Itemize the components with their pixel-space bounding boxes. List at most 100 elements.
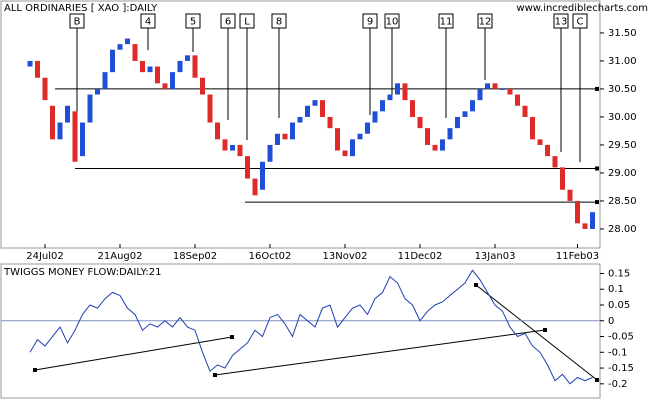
candle xyxy=(147,66,153,73)
candle xyxy=(470,100,475,112)
candle xyxy=(380,100,385,112)
annotation-box xyxy=(140,13,156,29)
candle xyxy=(297,116,303,123)
indicator-title: TWIGGS MONEY FLOW:DAILY:21 xyxy=(3,267,162,278)
annotation-box xyxy=(220,13,236,29)
candle xyxy=(402,83,408,101)
candle xyxy=(357,133,363,140)
candle xyxy=(567,189,573,201)
trend-points xyxy=(33,283,599,382)
annotation-box xyxy=(362,13,378,29)
indicator-panel xyxy=(0,263,601,399)
candle xyxy=(117,44,123,50)
level-end xyxy=(595,86,599,91)
y-tick-label: -0.05 xyxy=(608,332,634,343)
y-tick-label: -0.2 xyxy=(608,379,628,390)
y-tick-label: 30.50 xyxy=(608,84,637,95)
candle xyxy=(267,144,273,162)
candle xyxy=(207,94,213,123)
candle xyxy=(447,128,453,140)
candle xyxy=(327,116,333,129)
trend-point xyxy=(33,368,37,372)
candle xyxy=(500,88,505,90)
trend-line xyxy=(214,329,546,376)
candle xyxy=(350,139,355,157)
candle xyxy=(200,77,205,95)
candle xyxy=(72,111,78,162)
candle xyxy=(140,60,145,73)
candle xyxy=(395,83,400,95)
annotation-label: 10 xyxy=(386,17,399,28)
x-tick-label: 13Jan03 xyxy=(475,251,516,262)
candle xyxy=(575,200,580,224)
x-tick-label: 16Oct02 xyxy=(249,251,292,262)
candle xyxy=(215,122,220,140)
candle xyxy=(410,100,415,117)
candle xyxy=(477,88,483,101)
candle xyxy=(50,105,55,140)
y-tick-label: 29.00 xyxy=(608,168,637,179)
trend-point xyxy=(543,328,547,332)
candle xyxy=(260,161,265,190)
price-panel xyxy=(0,0,601,249)
annotation-label: L xyxy=(244,17,250,28)
candle xyxy=(222,139,228,151)
watermark: www.incrediblecharts.com xyxy=(516,3,648,14)
candle xyxy=(245,156,250,179)
candle xyxy=(590,212,595,229)
annotation-label: 11 xyxy=(440,17,453,28)
candle xyxy=(252,178,258,196)
candle xyxy=(125,38,130,45)
annotation-label: 12 xyxy=(479,17,492,28)
level-end xyxy=(595,200,599,205)
candle xyxy=(170,72,175,89)
candle xyxy=(560,167,565,190)
x-tick-label: 21Aug02 xyxy=(98,251,143,262)
annotation-box xyxy=(185,13,201,29)
annotation-label: 4 xyxy=(145,17,151,28)
annotation-box xyxy=(384,13,400,29)
y-tick-label: 0.05 xyxy=(608,300,630,311)
trend-line xyxy=(475,284,598,381)
candle xyxy=(387,94,393,101)
level-end xyxy=(595,166,599,171)
candle xyxy=(185,55,190,61)
y-tick-label: 0.1 xyxy=(608,284,624,295)
y-tick-label: -0.1 xyxy=(608,347,628,358)
candle xyxy=(237,144,243,157)
trend-point xyxy=(474,283,478,287)
candle xyxy=(95,88,100,95)
y-tick-label: 30.00 xyxy=(608,112,637,123)
x-tick-label: 13Nov02 xyxy=(323,251,368,262)
candle xyxy=(177,60,183,73)
candle xyxy=(365,122,370,134)
candle xyxy=(462,111,468,117)
annotation-box xyxy=(271,13,287,29)
annotation-label: 8 xyxy=(276,17,282,28)
candle xyxy=(192,55,198,78)
annotation-label: 9 xyxy=(367,17,373,28)
candle xyxy=(102,72,108,89)
candle xyxy=(230,144,235,151)
y-tick-label: 29.50 xyxy=(608,140,637,151)
trend-point xyxy=(595,378,599,382)
y-tick-label: 28.50 xyxy=(608,196,637,207)
candle xyxy=(42,77,48,101)
candle xyxy=(537,139,543,145)
candle xyxy=(335,128,340,151)
candle xyxy=(80,122,85,157)
candle xyxy=(312,100,318,106)
candle xyxy=(320,100,325,117)
candle xyxy=(440,139,445,151)
chart-title: ALL ORDINARIES [ XAO ]:DAILY xyxy=(4,3,158,14)
annotation-label: C xyxy=(577,17,584,28)
candle xyxy=(522,105,528,117)
annotation-box xyxy=(477,13,493,29)
x-tick-label: 11Feb03 xyxy=(556,251,599,262)
y-tick-label: 28.00 xyxy=(608,224,637,235)
annotation-label: 13 xyxy=(555,17,568,28)
candle xyxy=(162,83,168,89)
candle xyxy=(545,144,550,157)
annotation-box xyxy=(572,13,588,29)
